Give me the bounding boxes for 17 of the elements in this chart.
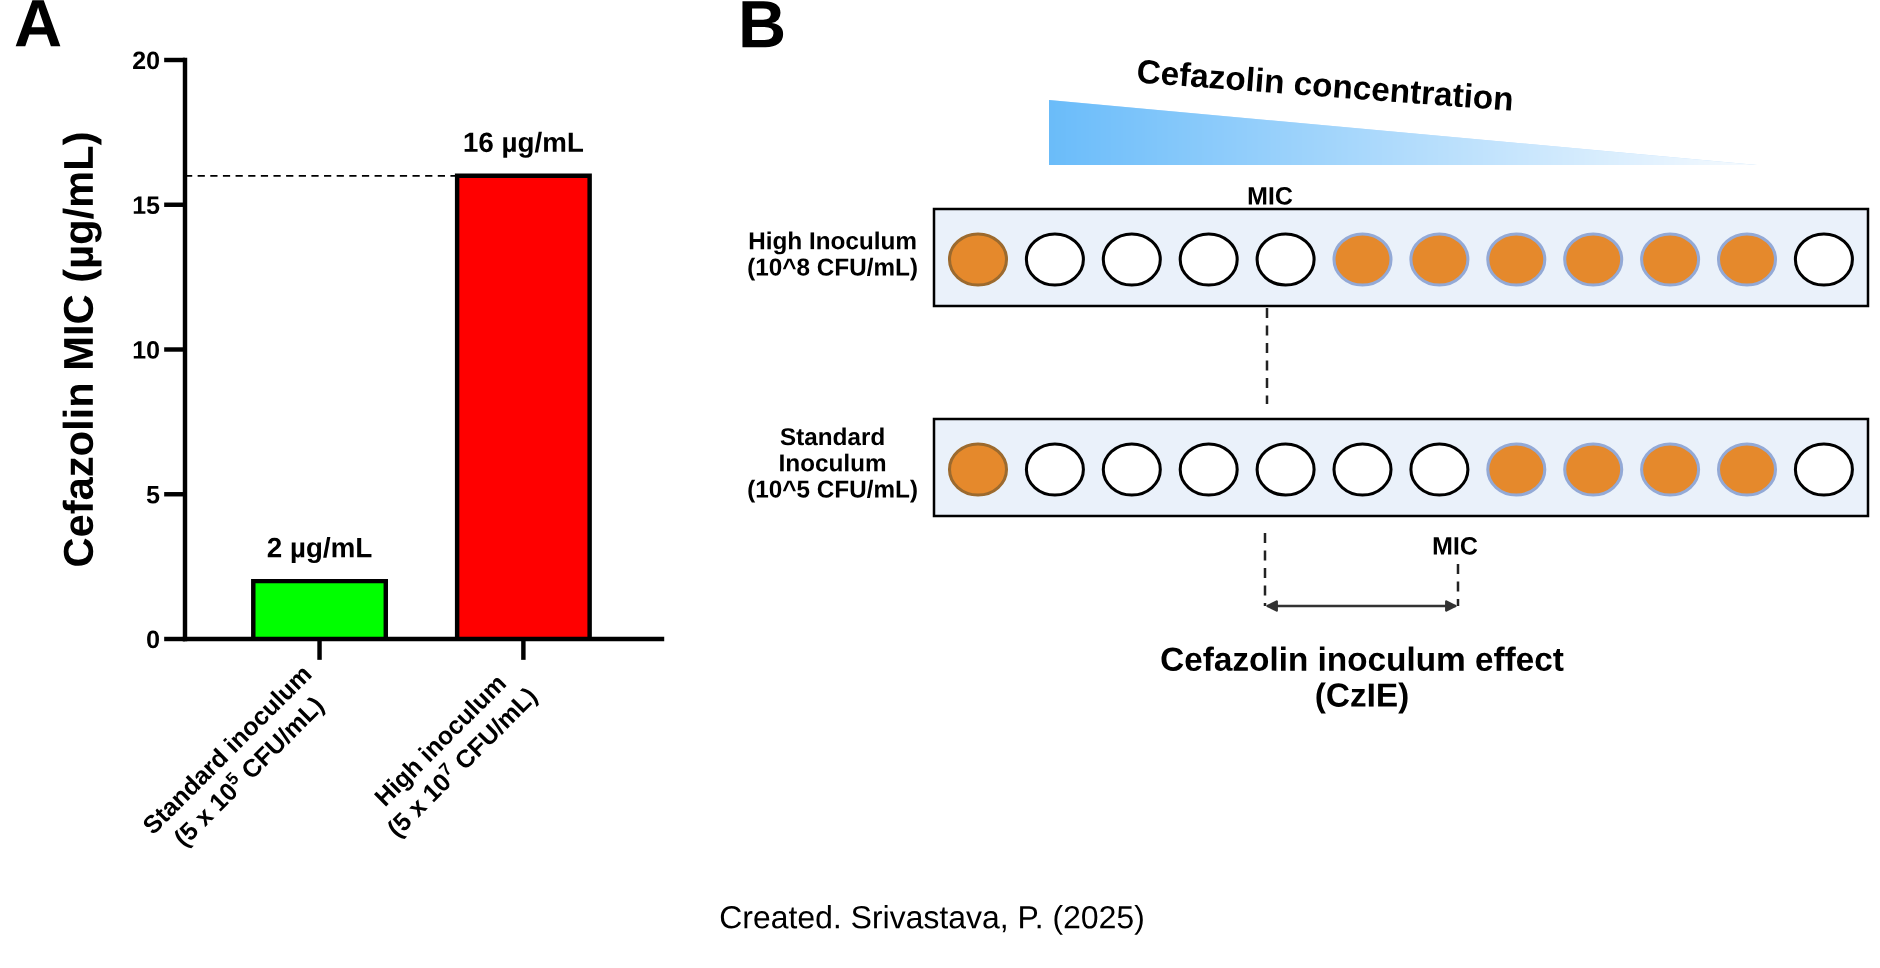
text: Standard Inoculum (10^5 CFU/mL) <box>748 427 917 503</box>
y-tick-label: 20 <box>133 51 159 70</box>
text: MIC <box>1433 537 1478 555</box>
text: High Inoculum (10^8 CFU/mL) <box>748 231 917 281</box>
y-axis-title: Cefazolin MIC (µg/mL) <box>62 133 102 566</box>
text: B <box>742 1 784 48</box>
y-tick-label: 0 <box>147 630 159 649</box>
y-tick-label: 10 <box>133 341 159 359</box>
text: Cefazolin inoculum effect (CzIE) <box>1161 646 1564 714</box>
text: Created. Srivastava, P. (2025) <box>720 905 1143 935</box>
chart-title: A <box>15 0 61 47</box>
y-tick-label: 15 <box>133 196 160 215</box>
text: MIC <box>1248 187 1293 205</box>
y-tick-label: 5 <box>146 486 160 504</box>
text: Cefazolin concentration <box>1137 58 1513 111</box>
data-label: 2 µg/mL <box>267 537 372 564</box>
data-label: 16 µg/mL <box>464 131 584 158</box>
